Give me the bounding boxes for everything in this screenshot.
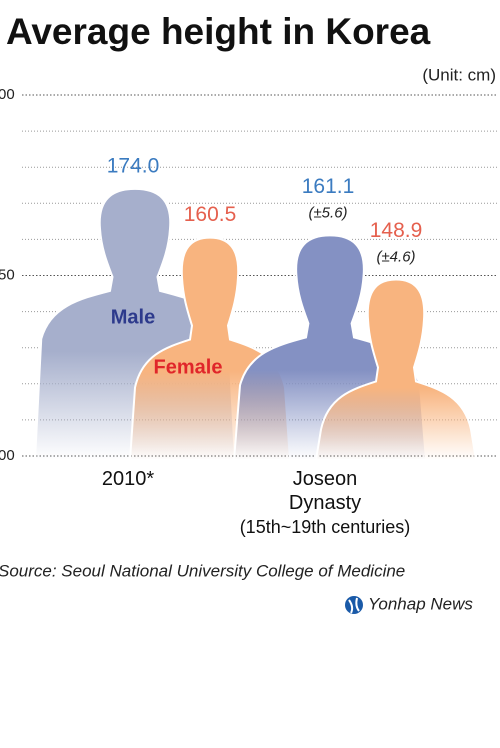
credit-logo bbox=[345, 596, 363, 614]
legend-label: Male bbox=[111, 306, 155, 328]
x-tick-label: Joseon Dynasty (15th~19th centuries) bbox=[240, 468, 411, 536]
figures bbox=[33, 187, 478, 461]
value-label: 174.0 bbox=[107, 154, 160, 177]
chart-title: Average height in Korea bbox=[6, 11, 431, 52]
legend-label: Female bbox=[154, 356, 223, 378]
labels: 174.0 Male 160.5 Female 2010* 161.1 (±5.6) 148.… bbox=[102, 154, 422, 536]
source: Source: Seoul National University Colleg… bbox=[0, 561, 405, 580]
error-label: (±5.6) bbox=[308, 204, 347, 221]
unit-label: (Unit: cm) bbox=[422, 65, 496, 84]
figure bbox=[314, 278, 478, 461]
value-label: 148.9 bbox=[370, 219, 423, 242]
value-label: 160.5 bbox=[184, 203, 237, 226]
credit: Yonhap News bbox=[368, 594, 473, 613]
y-tick-label: 00 bbox=[0, 447, 15, 464]
value-label: 161.1 bbox=[302, 175, 355, 198]
x-tick-label: 2010* bbox=[102, 468, 154, 490]
y-tick-label: 50 bbox=[0, 266, 15, 283]
error-label: (±4.6) bbox=[376, 248, 415, 265]
y-tick-label: 00 bbox=[0, 86, 15, 103]
